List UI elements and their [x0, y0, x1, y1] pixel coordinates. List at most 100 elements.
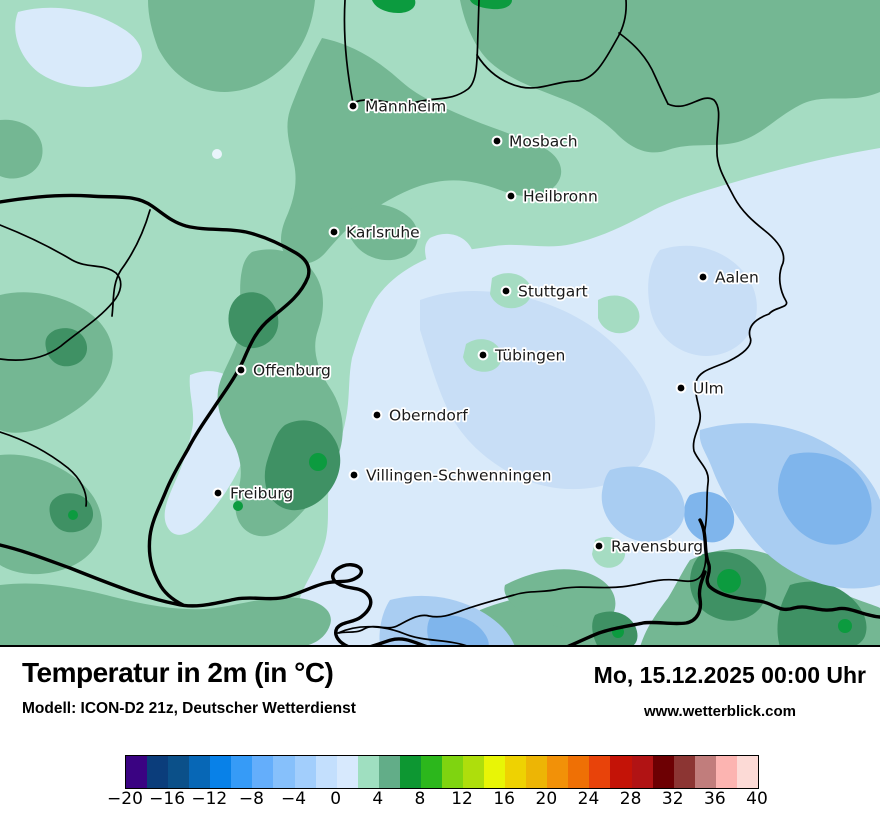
border-line [0, 543, 373, 645]
terrain-patch [228, 292, 279, 349]
terrain-patch [15, 7, 142, 87]
city-group: Oberndorf [371, 405, 470, 426]
map-svg: Mannheim Mosbach Heilbronn Karlsruhe Stuttga… [0, 0, 880, 645]
city-label: Offenburg [253, 362, 331, 380]
colorbar-segment [441, 756, 463, 788]
terrain-patch [309, 453, 327, 471]
colorbar-segment [378, 756, 400, 788]
city-group: Tübingen [477, 345, 567, 366]
border-lines-thin [0, 0, 788, 645]
colorbar-tick-label: 36 [704, 789, 726, 809]
border-line [0, 224, 122, 361]
map-footer: Temperatur in 2m (in °C) Mo, 15.12.2025 … [0, 647, 880, 828]
city-label: Ulm [693, 380, 724, 398]
colorbar-segment [294, 756, 316, 788]
city-dot [507, 192, 515, 200]
colorbar-segment [547, 756, 569, 788]
border-line [0, 431, 88, 507]
colorbar-segment [463, 756, 485, 788]
colorbar-segment [357, 756, 379, 788]
model-info: Modell: ICON-D2 21z, Deutscher Wetterdie… [22, 700, 356, 717]
terrain-patch [212, 149, 222, 159]
colorbar [125, 755, 759, 789]
city-label: Aalen [715, 269, 759, 287]
city-label: Tübingen [494, 347, 565, 365]
city-group: Mosbach [491, 131, 579, 152]
colorbar-tick-label: −4 [281, 789, 307, 809]
city-label: Heilbronn [523, 188, 598, 206]
terrain-patch [504, 569, 616, 631]
terrain-patch [372, 0, 416, 13]
colorbar-ticks: −20 −16 −12 −8 −4 0 4 8 12 16 20 24 28 32 36 40 [0, 789, 880, 815]
colorbar-segment [273, 756, 295, 788]
forecast-datetime: Mo, 15.12.2025 00:00 Uhr [593, 662, 866, 688]
colorbar-segment [189, 756, 211, 788]
colorbar-tick-label: −16 [149, 789, 186, 809]
colorbar-tick-label: 20 [535, 789, 558, 809]
city-dot [699, 273, 707, 281]
terrain-patch [68, 510, 78, 520]
border-line [338, 97, 788, 634]
terrain-patch [648, 245, 757, 356]
terrain-blue-patches [379, 423, 880, 645]
border-line [618, 32, 669, 105]
page-title: Temperatur in 2m (in °C) [22, 657, 334, 688]
colorbar-segment [505, 756, 527, 788]
city-dot [373, 411, 381, 419]
terrain-patch [45, 328, 88, 367]
city-dot [677, 384, 685, 392]
border-lines-thick [0, 193, 880, 645]
city-dot [595, 542, 603, 550]
city-markers: Mannheim Mosbach Heilbronn Karlsruhe Stuttga… [212, 96, 760, 557]
colorbar-tick-label: 8 [414, 789, 426, 809]
colorbar-segment [673, 756, 695, 788]
colorbar-segment [210, 756, 232, 788]
colorbar-segment [168, 756, 190, 788]
colorbar-tick-label: 0 [330, 789, 342, 809]
terrain-patch [0, 583, 331, 645]
colorbar-tick-label: −12 [191, 789, 228, 809]
border-line [370, 570, 707, 645]
colorbar-segment [610, 756, 632, 788]
border-line [343, 0, 354, 104]
city-label: Mannheim [365, 98, 446, 116]
city-group: Ravensburg [593, 536, 705, 557]
terrain-patch [148, 0, 315, 92]
city-label: Villingen-Schwenningen [366, 467, 551, 485]
colorbar-tick-label: −8 [238, 789, 264, 809]
colorbar-segment [336, 756, 358, 788]
city-dot [479, 351, 487, 359]
terrain-patch [470, 0, 512, 10]
terrain-patch [425, 233, 474, 278]
terrain-patch [598, 295, 640, 334]
colorbar-segment [715, 756, 737, 788]
terrain-patch [684, 491, 735, 543]
terrain-patch [601, 466, 685, 542]
terrain-patch [427, 615, 489, 645]
colorbar-segment [694, 756, 716, 788]
colorbar-segment [252, 756, 274, 788]
colorbar-tick-label: 40 [746, 789, 768, 809]
city-dot [330, 228, 338, 236]
city-group: Ulm [675, 378, 725, 399]
city-group: Stuttgart [500, 281, 589, 302]
border-line [337, 625, 467, 645]
city-dot [493, 137, 501, 145]
city-label: Stuttgart [518, 283, 588, 301]
terrain-patch [347, 203, 418, 261]
terrain-patch [460, 0, 880, 153]
weather-map: Mannheim Mosbach Heilbronn Karlsruhe Stuttga… [0, 0, 880, 647]
city-dot [502, 287, 510, 295]
colorbar-segment [399, 756, 421, 788]
city-label: Karlsruhe [346, 224, 420, 242]
city-group: Karlsruhe [328, 222, 421, 243]
colorbar-segment [568, 756, 590, 788]
city-label: Mosbach [509, 133, 578, 151]
city-group: Offenburg [235, 360, 333, 381]
colorbar-tick-label: 4 [372, 789, 384, 809]
colorbar-segment [526, 756, 548, 788]
border-line [0, 193, 311, 607]
colorbar-tick-label: 32 [661, 789, 684, 809]
colorbar-segment [315, 756, 337, 788]
border-lines [0, 0, 880, 645]
